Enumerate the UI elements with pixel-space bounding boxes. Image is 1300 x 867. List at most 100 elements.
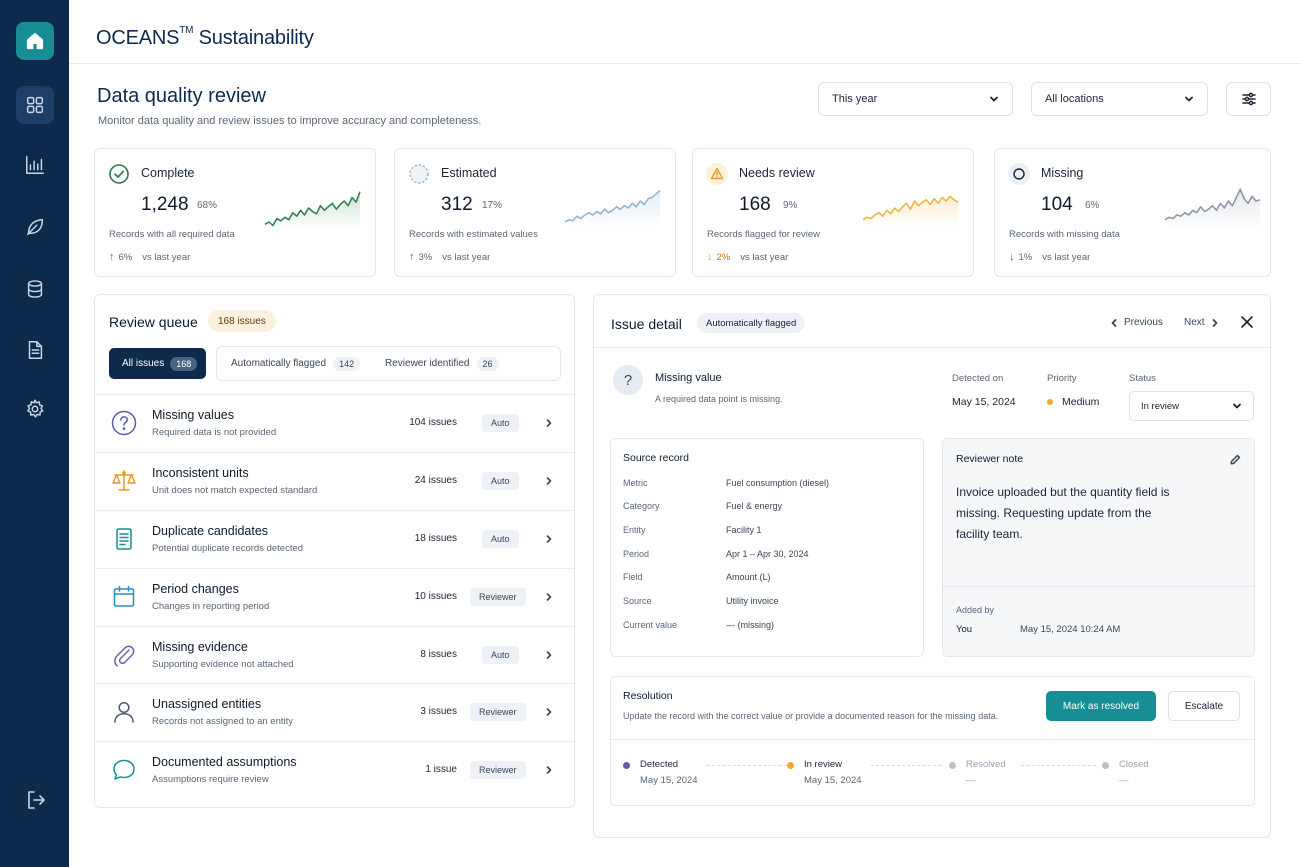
- kpi-percent: 68%: [197, 200, 218, 211]
- sparkline-area: [863, 196, 958, 229]
- trend-arrow-icon: ↑: [109, 251, 115, 263]
- mark-resolved-button[interactable]: Mark as resolved: [1046, 691, 1156, 721]
- kpi-card-needs-review[interactable]: Needs review 168 9% Records flagged for …: [692, 148, 974, 277]
- divider: [943, 586, 1254, 587]
- reviewer-note-card: Reviewer note Invoice uploaded but the q…: [942, 438, 1255, 657]
- queue-row-unassigned-entities[interactable]: Unassigned entities Records not assigned…: [95, 683, 574, 741]
- status-select[interactable]: In review: [1129, 391, 1254, 421]
- next-button[interactable]: Next: [1184, 317, 1219, 328]
- step-dot: [1102, 762, 1109, 769]
- period-select[interactable]: This year: [818, 82, 1013, 116]
- row-title: Missing evidence: [152, 640, 248, 654]
- priority-label: Priority: [1047, 373, 1077, 384]
- step-date: —: [966, 775, 976, 786]
- queue-row-documented-assumptions[interactable]: Documented assumptions Assumptions requi…: [95, 741, 574, 799]
- kpi-card-missing[interactable]: Missing 104 6% Records with missing data…: [994, 148, 1271, 277]
- timeline-connector: [871, 765, 941, 766]
- kpi-percent: 6%: [1085, 200, 1100, 211]
- issue-detail-panel: Issue detail Automatically flagged Previ…: [593, 294, 1271, 838]
- row-subtitle: Changes in reporting period: [152, 601, 270, 612]
- chevron-left-icon: [1111, 318, 1117, 327]
- tab-reviewer-identified[interactable]: Reviewer identified 26: [385, 347, 499, 380]
- timeline-connector: [707, 765, 787, 766]
- row-count: 104 issues: [409, 417, 457, 428]
- source-record-title: Source record: [623, 452, 689, 464]
- close-button[interactable]: [1240, 315, 1254, 329]
- row-subtitle: Supporting evidence not attached: [152, 659, 294, 670]
- added-by-label: Added by: [956, 605, 995, 615]
- queue-row-inconsistent-units[interactable]: Inconsistent units Unit does not match e…: [95, 452, 574, 510]
- queue-row-missing-values[interactable]: Missing values Required data is not prov…: [95, 394, 574, 452]
- kpi-card-complete[interactable]: Complete 1,248 68% Records with all requ…: [94, 148, 376, 277]
- kpi-trend: ↑ 3% vs last year: [409, 251, 491, 263]
- filter-button[interactable]: [1226, 82, 1271, 116]
- row-title: Missing values: [152, 408, 234, 422]
- nav-sustainability[interactable]: [16, 208, 54, 246]
- field-value: Fuel consumption (diesel): [726, 478, 830, 488]
- field-label: Period: [623, 549, 650, 559]
- document-icon: [28, 341, 43, 359]
- tab-all-issues[interactable]: All issues 168: [109, 348, 206, 379]
- step-date: May 15, 2024: [804, 775, 862, 786]
- kpi-trend: ↓ 1% vs last year: [1009, 251, 1091, 263]
- previous-button[interactable]: Previous: [1110, 317, 1163, 328]
- row-count: 8 issues: [420, 649, 457, 660]
- gear-icon: [27, 399, 44, 418]
- nav-settings[interactable]: [16, 390, 54, 428]
- field-label: Entity: [623, 525, 646, 535]
- edit-note-button[interactable]: [1230, 452, 1241, 465]
- reviewer-note-title: Reviewer note: [956, 453, 1024, 465]
- nav-dashboard[interactable]: [16, 86, 54, 124]
- sparkline-line: [564, 189, 661, 223]
- field-value: Utility invoice: [726, 596, 779, 606]
- kpi-label: Missing: [1041, 166, 1084, 180]
- row-count: 24 issues: [414, 475, 457, 486]
- row-subtitle: Unit does not match expected standard: [152, 485, 318, 496]
- kpi-card-estimated[interactable]: Estimated 312 17% Records with estimated…: [394, 148, 676, 277]
- chevron-right-icon: [544, 650, 554, 660]
- row-title: Documented assumptions: [152, 755, 297, 769]
- location-select[interactable]: All locations: [1031, 82, 1208, 116]
- priority-value: Medium: [1047, 396, 1099, 408]
- nav-home[interactable]: [16, 22, 54, 60]
- detected-value: May 15, 2024: [952, 396, 1016, 408]
- page-title: Data quality review: [97, 85, 266, 107]
- database-icon: [27, 280, 43, 298]
- escalate-button[interactable]: Escalate: [1168, 691, 1240, 721]
- field-label: Field: [623, 572, 643, 582]
- field-value: Fuel & energy: [726, 501, 783, 511]
- logout-button[interactable]: [24, 788, 48, 812]
- nav-analytics[interactable]: [16, 146, 54, 184]
- row-subtitle: Potential duplicate records detected: [152, 543, 304, 554]
- kpi-description: Records flagged for review: [707, 229, 820, 240]
- kpi-value: 1,248: [141, 194, 189, 215]
- sparkline-chart: [564, 189, 661, 229]
- review-queue-panel: Review queue 168 issues All issues 168 A…: [94, 294, 575, 808]
- kpi-percent: 9%: [783, 200, 798, 211]
- queue-row-missing-evidence[interactable]: Missing evidence Supporting evidence not…: [95, 626, 574, 684]
- resolution-card: Resolution Update the record with the co…: [610, 676, 1255, 806]
- status-label: Status: [1129, 373, 1156, 384]
- kpi-trend: ↓ 2% vs last year: [707, 251, 789, 263]
- row-badge: Auto: [482, 646, 519, 664]
- chevron-down-icon: [989, 94, 999, 104]
- sidebar: [0, 0, 69, 867]
- nav-data[interactable]: [16, 270, 54, 308]
- tab-group: Automatically flagged 142 Reviewer ident…: [216, 346, 561, 381]
- queue-row-period-changes[interactable]: Period changes Changes in reporting peri…: [95, 568, 574, 626]
- row-subtitle: Assumptions require review: [152, 774, 269, 785]
- divider: [611, 739, 1254, 740]
- trend-arrow-icon: ↑: [409, 251, 415, 263]
- scale-icon: [110, 467, 138, 495]
- check-circle-icon: [108, 163, 130, 185]
- row-title: Inconsistent units: [152, 466, 249, 480]
- tab-automatically-flagged[interactable]: Automatically flagged 142: [231, 347, 361, 380]
- kpi-description: Records with estimated values: [409, 229, 538, 240]
- top-bar: OCEANSTM Sustainability: [69, 0, 1300, 64]
- queue-row-duplicate-candidates[interactable]: Duplicate candidates Potential duplicate…: [95, 510, 574, 568]
- nav-reports[interactable]: [16, 331, 54, 369]
- step-date: —: [1119, 775, 1129, 786]
- kpi-label: Estimated: [441, 166, 497, 180]
- row-badge: Auto: [482, 530, 519, 548]
- trend-arrow-icon: ↓: [707, 251, 713, 263]
